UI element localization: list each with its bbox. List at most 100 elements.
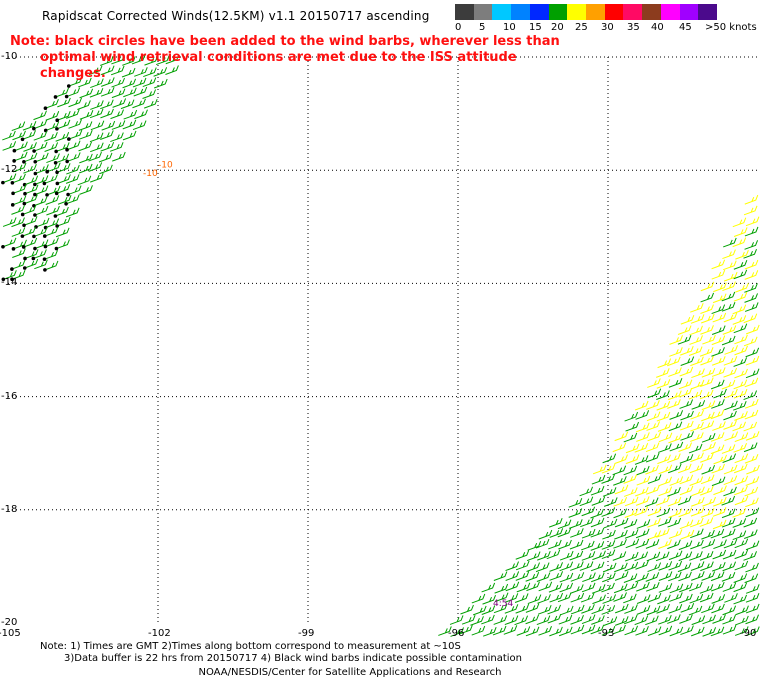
wind-barb — [658, 486, 673, 497]
wind-barb — [537, 550, 551, 561]
wind-barb — [580, 517, 594, 528]
legend-label: >50 knots — [705, 22, 757, 33]
wind-barb — [743, 249, 757, 259]
wind-barb — [12, 130, 26, 141]
wind-barb — [668, 560, 683, 571]
wind-barb — [66, 87, 81, 98]
wind-barb — [470, 616, 484, 626]
wind-barb — [658, 571, 673, 581]
wind-barb — [11, 270, 26, 280]
contamination-dot — [22, 159, 26, 164]
wind-barb — [711, 603, 725, 614]
wind-barb — [669, 583, 684, 594]
wind-barb — [723, 260, 737, 271]
wind-barb — [710, 379, 725, 390]
wind-barb — [601, 582, 615, 593]
wind-barb — [45, 195, 60, 205]
wind-barb — [590, 485, 605, 496]
note-line-1: Note: black circles have been added to t… — [10, 34, 560, 49]
wind-barb — [590, 541, 605, 551]
wind-barb — [623, 474, 638, 484]
wind-barb — [45, 121, 60, 131]
legend-swatch — [604, 4, 624, 20]
wind-barb — [744, 240, 759, 250]
contamination-dot — [33, 213, 37, 217]
wind-barb — [2, 130, 16, 141]
wind-barb — [143, 67, 157, 78]
wind-barb — [732, 530, 747, 541]
contamination-dot — [55, 127, 59, 131]
wind-barb — [601, 507, 616, 517]
wind-barb — [691, 497, 705, 507]
wind-barb — [733, 292, 748, 302]
grid-lines — [8, 56, 758, 623]
wind-barb — [669, 476, 684, 486]
wind-barb — [45, 237, 59, 248]
wind-barb — [702, 442, 716, 452]
wind-barb — [591, 496, 606, 506]
wind-barb — [24, 175, 39, 186]
contamination-dot — [20, 212, 25, 217]
wind-barb — [724, 431, 738, 442]
wind-barb — [669, 347, 683, 357]
wind-barb — [679, 454, 694, 464]
wind-barb — [700, 281, 715, 292]
wind-barb — [526, 551, 541, 562]
wind-barb — [23, 163, 37, 174]
wind-barb — [647, 506, 662, 517]
wind-barb — [23, 142, 37, 152]
wind-barb — [734, 626, 749, 636]
wind-barb — [722, 614, 736, 625]
wind-barb — [603, 518, 618, 529]
wind-barb — [677, 325, 692, 335]
wind-barb — [603, 497, 618, 507]
wind-barb — [34, 259, 48, 270]
wind-barb — [700, 453, 714, 463]
wind-barb — [711, 399, 725, 409]
wind-barb — [90, 78, 104, 89]
wind-barb — [743, 390, 758, 401]
wind-barb — [613, 583, 628, 594]
wind-barb — [699, 347, 714, 357]
wind-barb — [153, 67, 168, 77]
wind-barb — [472, 605, 487, 616]
wind-barb — [591, 572, 605, 583]
wind-barb — [700, 292, 715, 303]
wind-barb — [722, 249, 736, 260]
wind-barb — [33, 249, 47, 259]
wind-barb — [668, 604, 683, 614]
wind-barb — [132, 98, 146, 109]
contamination-dot — [64, 202, 68, 206]
wind-barb — [669, 335, 683, 345]
contamination-dot — [1, 180, 5, 185]
wind-barb — [613, 508, 628, 519]
wind-barb — [722, 453, 737, 463]
wind-barb — [658, 615, 672, 625]
wind-barb — [712, 293, 727, 304]
wind-barb — [601, 463, 616, 474]
wind-barb — [734, 495, 749, 506]
wind-barb — [614, 484, 629, 495]
wind-barb — [68, 119, 83, 129]
wind-barb — [733, 573, 748, 583]
wind-barb — [635, 538, 650, 549]
wind-barb — [56, 184, 71, 194]
contamination-dot — [66, 84, 71, 88]
wind-barb — [592, 550, 606, 561]
contamination-dot — [65, 159, 69, 164]
wind-barb — [702, 496, 716, 507]
wind-barb — [734, 560, 749, 571]
wind-barb — [657, 358, 672, 369]
wind-barb — [722, 281, 736, 292]
wind-barb — [624, 496, 639, 507]
wind-barb — [24, 194, 38, 205]
wind-barb — [22, 130, 36, 140]
wind-barb — [579, 486, 594, 497]
wind-barb — [658, 583, 673, 593]
contamination-dot — [42, 234, 47, 238]
wind-barb — [66, 152, 81, 162]
wind-barb — [711, 594, 726, 604]
wind-barb — [12, 184, 27, 194]
wind-barb — [711, 581, 725, 592]
wind-barb — [634, 455, 649, 465]
